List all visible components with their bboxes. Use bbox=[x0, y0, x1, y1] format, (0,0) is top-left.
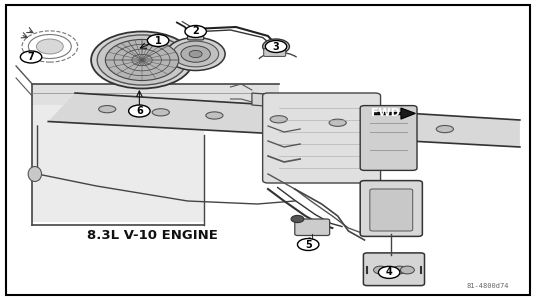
Circle shape bbox=[265, 40, 287, 52]
Text: 1: 1 bbox=[155, 35, 161, 46]
Ellipse shape bbox=[270, 116, 287, 123]
Circle shape bbox=[181, 46, 210, 62]
Text: 8.3L V-10 ENGINE: 8.3L V-10 ENGINE bbox=[87, 229, 218, 242]
Text: 6: 6 bbox=[136, 106, 143, 116]
Ellipse shape bbox=[99, 106, 116, 113]
Ellipse shape bbox=[383, 122, 400, 130]
FancyBboxPatch shape bbox=[264, 49, 286, 56]
Text: FWD: FWD bbox=[371, 108, 400, 118]
FancyBboxPatch shape bbox=[263, 93, 381, 183]
Text: 2: 2 bbox=[192, 26, 199, 37]
FancyBboxPatch shape bbox=[360, 106, 417, 170]
Circle shape bbox=[36, 39, 63, 54]
Circle shape bbox=[20, 51, 42, 63]
FancyBboxPatch shape bbox=[188, 31, 204, 40]
Text: 3: 3 bbox=[273, 41, 279, 52]
Circle shape bbox=[166, 38, 225, 70]
Circle shape bbox=[269, 42, 284, 51]
Ellipse shape bbox=[28, 167, 42, 182]
Circle shape bbox=[147, 34, 169, 46]
Ellipse shape bbox=[329, 119, 346, 126]
Circle shape bbox=[91, 32, 193, 88]
Circle shape bbox=[378, 266, 400, 278]
Circle shape bbox=[374, 266, 388, 274]
FancyBboxPatch shape bbox=[295, 219, 330, 236]
Ellipse shape bbox=[152, 109, 169, 116]
Circle shape bbox=[106, 40, 178, 80]
FancyBboxPatch shape bbox=[370, 189, 413, 231]
Polygon shape bbox=[48, 93, 520, 147]
Circle shape bbox=[263, 39, 289, 54]
FancyBboxPatch shape bbox=[363, 253, 425, 286]
Circle shape bbox=[129, 105, 150, 117]
Circle shape bbox=[392, 266, 406, 274]
Text: 5: 5 bbox=[305, 239, 311, 250]
Polygon shape bbox=[32, 84, 279, 105]
Circle shape bbox=[97, 35, 187, 85]
FancyBboxPatch shape bbox=[360, 181, 422, 236]
Text: 81-4800d74: 81-4800d74 bbox=[466, 284, 509, 290]
Polygon shape bbox=[373, 108, 415, 119]
Ellipse shape bbox=[436, 125, 453, 133]
Polygon shape bbox=[252, 93, 348, 112]
Circle shape bbox=[185, 26, 206, 38]
Circle shape bbox=[173, 41, 219, 67]
Circle shape bbox=[400, 266, 414, 274]
Circle shape bbox=[189, 50, 202, 58]
Ellipse shape bbox=[206, 112, 223, 119]
Polygon shape bbox=[32, 105, 204, 222]
Text: 4: 4 bbox=[386, 267, 392, 278]
Text: 7: 7 bbox=[28, 52, 34, 62]
Circle shape bbox=[291, 215, 304, 223]
Circle shape bbox=[297, 238, 319, 250]
